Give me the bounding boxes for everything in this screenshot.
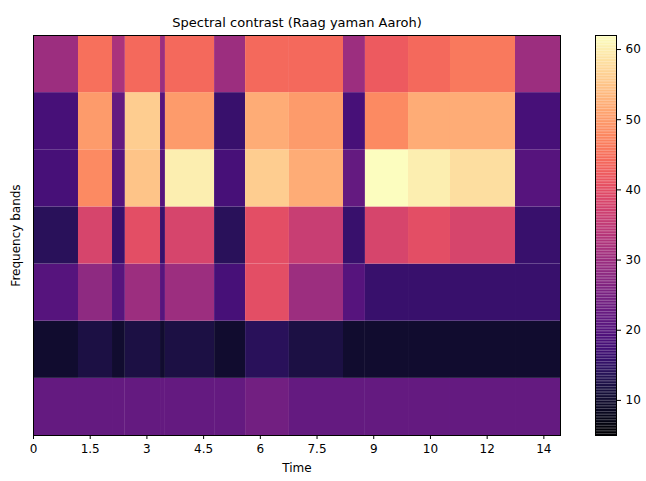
svg-text:9: 9 — [370, 442, 378, 456]
svg-text:12: 12 — [480, 442, 495, 456]
svg-text:40: 40 — [626, 183, 641, 197]
svg-text:0: 0 — [30, 442, 38, 456]
svg-text:6: 6 — [257, 442, 265, 456]
svg-text:14: 14 — [536, 442, 551, 456]
svg-text:30: 30 — [626, 253, 641, 267]
svg-text:20: 20 — [626, 323, 641, 337]
svg-text:7.5: 7.5 — [307, 442, 326, 456]
svg-text:10: 10 — [423, 442, 438, 456]
svg-text:3: 3 — [143, 442, 151, 456]
svg-text:4.5: 4.5 — [194, 442, 213, 456]
svg-text:Spectral contrast (Raag yaman: Spectral contrast (Raag yaman Aaroh) — [172, 15, 422, 30]
svg-text:1.5: 1.5 — [81, 442, 100, 456]
svg-text:60: 60 — [626, 42, 641, 56]
svg-text:10: 10 — [626, 393, 641, 407]
svg-text:Frequency bands: Frequency bands — [9, 184, 23, 286]
svg-text:Time: Time — [281, 461, 311, 475]
svg-text:50: 50 — [626, 113, 641, 127]
